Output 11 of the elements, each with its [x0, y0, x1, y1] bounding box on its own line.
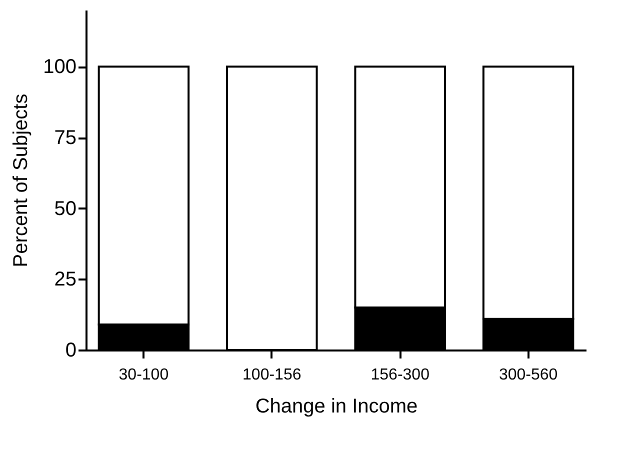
x-axis-title: Change in Income	[255, 396, 418, 418]
y-tick-label: 50	[54, 198, 76, 220]
x-tick-label: 100-156	[242, 366, 302, 384]
x-tick-label: 30-100	[118, 366, 169, 384]
x-tick-label: 300-560	[498, 366, 558, 384]
y-tick-label: 75	[54, 127, 76, 149]
x-tick-label: 156-300	[370, 366, 430, 384]
y-tick-label: 25	[54, 268, 76, 291]
y-tick-label: 100	[43, 56, 76, 78]
y-tick-label: 0	[65, 340, 76, 362]
y-axis-title: Percent of Subjects	[10, 94, 32, 268]
